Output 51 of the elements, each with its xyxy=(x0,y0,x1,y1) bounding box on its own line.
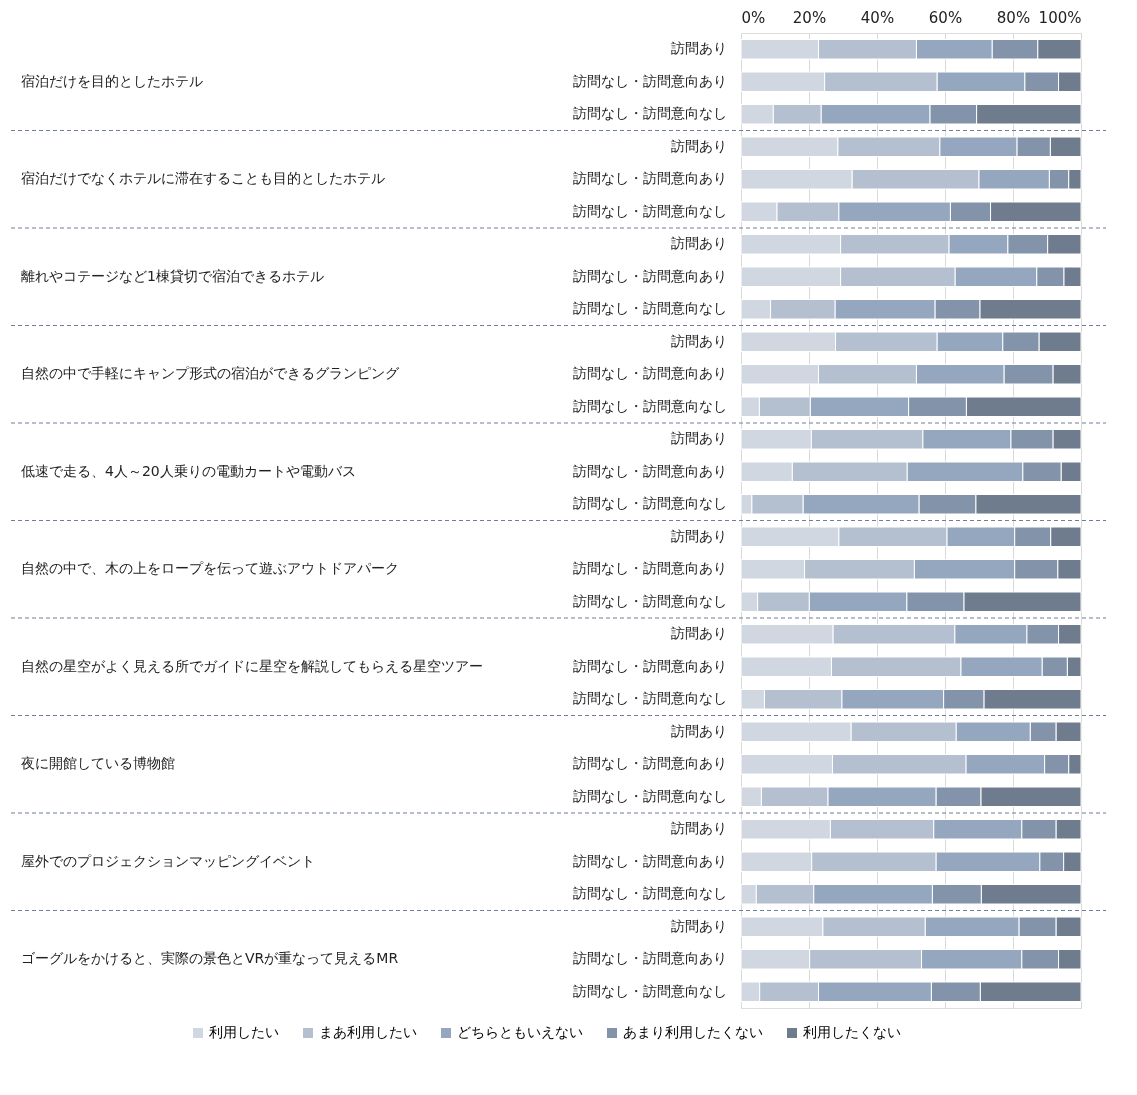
text: 自然の中で、木の上をロープを伝って遊ぶアウトドアパーク xyxy=(21,560,399,577)
y-tick-label: 訪問あり xyxy=(671,625,727,642)
y-tick-label: 訪問なし・訪問意向なし xyxy=(573,105,727,122)
x-tick-label: 100% xyxy=(1038,8,1082,27)
text: ゴーグルをかけると、実際の景色とVRが重なって見えるMR xyxy=(21,950,399,967)
y-tick-label: 訪問なし・訪問意向あり xyxy=(573,950,727,967)
y-tick-label: 訪問あり xyxy=(671,235,727,252)
text: 自然の中で手軽にキャンプ形式の宿泊ができるグランピング xyxy=(21,365,400,382)
y-tick-label: 訪問なし・訪問意向あり xyxy=(573,365,727,382)
x-tick-label: 40% xyxy=(860,8,895,27)
text: 宿泊だけを目的としたホテル xyxy=(21,72,203,89)
y-tick-label: 訪問あり xyxy=(671,722,727,739)
y-tick-label: 訪問なし・訪問意向なし xyxy=(573,885,727,902)
y-tick-label: 訪問なし・訪問意向なし xyxy=(573,592,727,609)
y-tick-label: 訪問あり xyxy=(671,430,727,447)
y-tick-label: 訪問なし・訪問意向あり xyxy=(573,560,727,577)
y-tick-label: 訪問なし・訪問意向なし xyxy=(573,982,727,999)
y-tick-label: 訪問なし・訪問意向あり xyxy=(573,852,727,869)
y-tick-label: 訪問あり xyxy=(671,917,727,934)
legend-label: あまり利用したくない xyxy=(623,1024,763,1040)
text: 離れやコテージなど1棟貸切で宿泊できるホテル xyxy=(21,267,324,284)
y-tick-label: 訪問なし・訪問意向なし xyxy=(573,787,727,804)
legend-label: まあ利用したい xyxy=(319,1024,417,1040)
y-tick-label: 訪問あり xyxy=(671,137,727,154)
y-tick-label: 訪問なし・訪問意向なし xyxy=(573,690,727,707)
legend-label: どちらともいえない xyxy=(457,1024,583,1040)
y-tick-label: 訪問あり xyxy=(671,820,727,837)
legend-label: 利用したくない xyxy=(803,1024,901,1040)
text: 低速で走る、4人～20人乗りの電動カートや電動バス xyxy=(21,462,356,479)
y-tick-label: 訪問なし・訪問意向なし xyxy=(573,495,727,512)
x-tick-label: 0% xyxy=(741,8,766,27)
y-tick-label: 訪問なし・訪問意向あり xyxy=(573,755,727,772)
legend-label: 利用したい xyxy=(209,1024,279,1040)
y-tick-label: 訪問あり xyxy=(671,40,727,57)
y-tick-label: 訪問なし・訪問意向あり xyxy=(573,462,727,479)
text: 自然の星空がよく見える所でガイドに星空を解説してもらえる星空ツアー xyxy=(21,657,483,674)
y-tick-label: 訪問あり xyxy=(671,332,727,349)
y-tick-label: 訪問なし・訪問意向あり xyxy=(573,170,727,187)
y-tick-label: 訪問なし・訪問意向あり xyxy=(573,267,727,284)
y-tick-label: 訪問なし・訪問意向なし xyxy=(573,202,727,219)
text: 宿泊だけでなくホテルに滞在することも目的としたホテル xyxy=(21,170,385,187)
y-tick-label: 訪問なし・訪問意向あり xyxy=(573,657,727,674)
x-tick-label: 80% xyxy=(996,8,1031,27)
y-tick-label: 訪問なし・訪問意向なし xyxy=(573,397,727,414)
x-tick-label: 60% xyxy=(928,8,963,27)
text: 屋外でのプロジェクションマッピングイベント xyxy=(21,852,315,869)
text: 夜に開館している博物館 xyxy=(21,755,175,772)
y-tick-label: 訪問なし・訪問意向あり xyxy=(573,72,727,89)
y-tick-label: 訪問なし・訪問意向なし xyxy=(573,300,727,317)
y-tick-label: 訪問あり xyxy=(671,527,727,544)
x-tick-label: 20% xyxy=(792,8,827,27)
